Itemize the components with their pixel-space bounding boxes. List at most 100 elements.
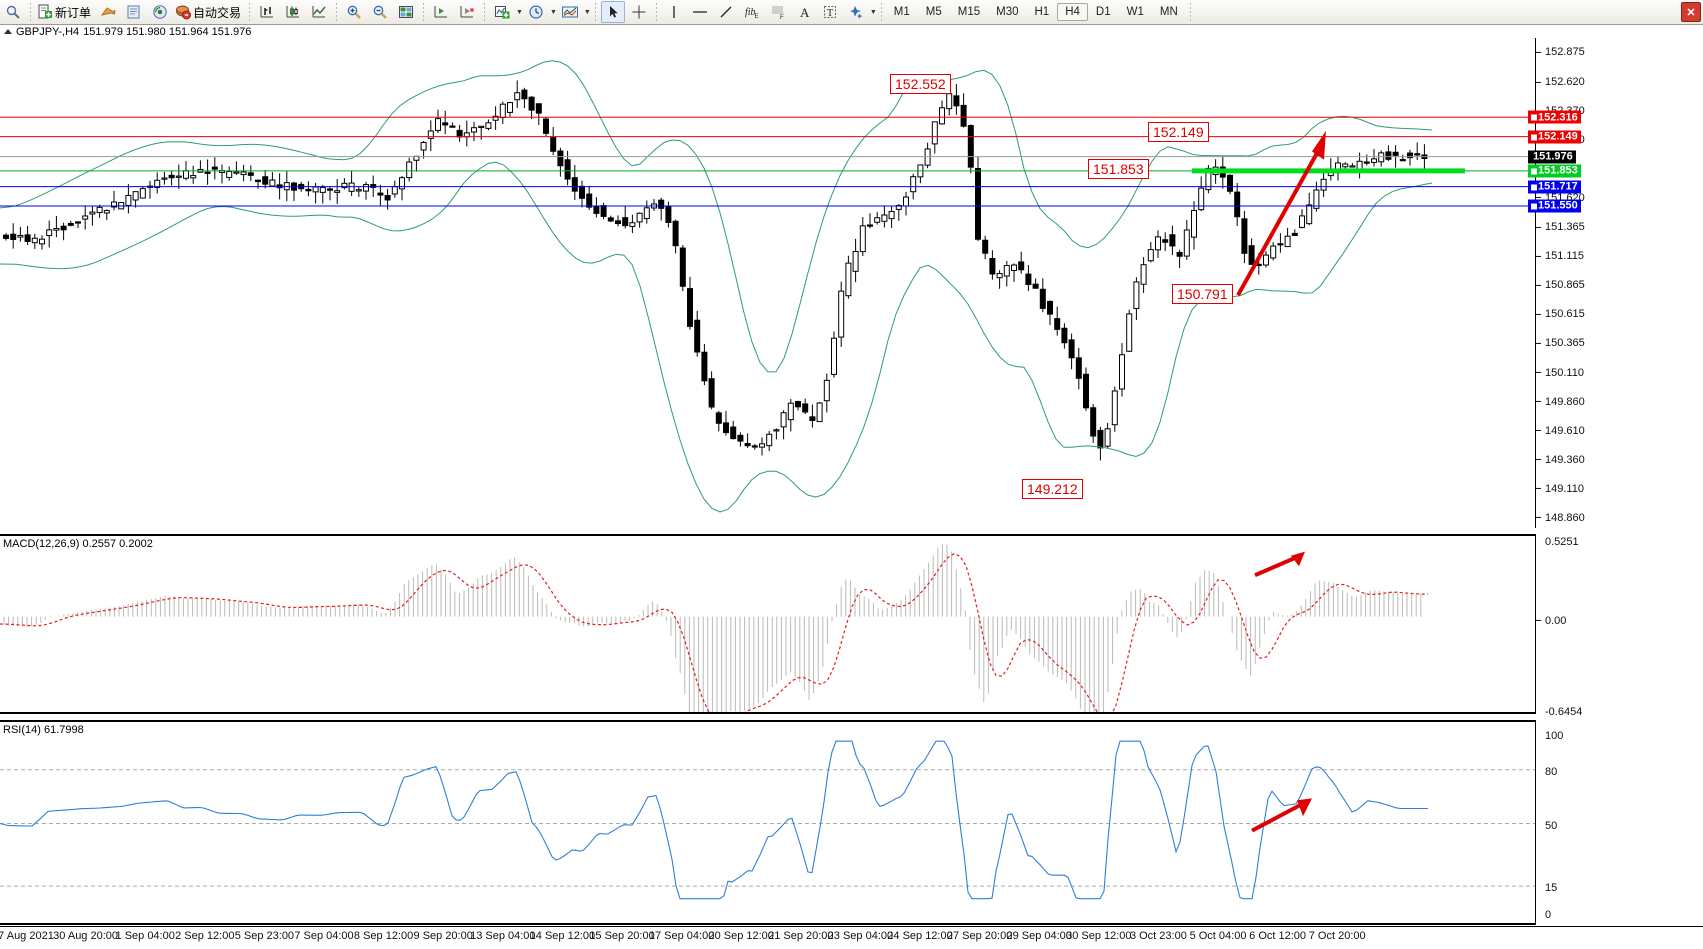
timeframe-m5[interactable]: M5 <box>925 6 942 18</box>
trendline-icon[interactable] <box>714 1 738 23</box>
text-label-icon[interactable]: T <box>818 1 842 23</box>
new-order-label: 新订单 <box>55 5 92 20</box>
price-tag[interactable]: 152.316 <box>1528 110 1581 124</box>
svg-text:T: T <box>827 8 833 19</box>
text-icon[interactable]: A <box>792 1 816 23</box>
time-label: 6 Oct 12:00 <box>1249 930 1307 942</box>
macd-tick: 0.5251 <box>1545 536 1579 549</box>
rsi-pane[interactable]: RSI(14) 61.7998 <box>0 720 1535 925</box>
price-tag[interactable]: 151.550 <box>1528 199 1581 213</box>
timeframe-group: M1 M5 M15 M30 H1 H4 D1 W1 MN <box>886 3 1186 21</box>
auto-trading-button[interactable]: 自动交易 <box>173 2 245 22</box>
time-label: 20 Sep 12:00 <box>708 930 774 942</box>
macd-pane[interactable]: MACD(12,26,9) 0.2557 0.2002 <box>0 534 1535 714</box>
bar-chart-icon[interactable] <box>96 1 120 23</box>
fibonacci-icon[interactable]: fib E <box>740 1 764 23</box>
chart-shift-icon[interactable] <box>429 1 453 23</box>
news-icon[interactable] <box>122 1 146 23</box>
crosshair-icon[interactable] <box>627 1 651 23</box>
chevron-down-icon[interactable]: ▼ <box>583 8 591 16</box>
new-order-button[interactable]: 新订单 <box>35 2 95 22</box>
price-tag[interactable]: 151.976 <box>1528 150 1576 164</box>
toolbar-separator <box>423 3 425 21</box>
price-annotation[interactable]: 149.212 <box>1022 479 1083 499</box>
time-label: 21 Sep 20:00 <box>768 930 834 942</box>
toolbar-separator <box>655 3 657 21</box>
price-tick: 152.875 <box>1536 46 1585 59</box>
rsi-canvas <box>0 740 1535 900</box>
chevron-down-icon[interactable]: ▼ <box>869 8 877 16</box>
cursor-icon[interactable] <box>600 1 625 23</box>
timeframe-d1[interactable]: D1 <box>1095 6 1111 18</box>
macd-canvas <box>0 544 1429 712</box>
price-tick: 150.365 <box>1536 337 1585 349</box>
timeframe-h4[interactable]: H4 <box>1057 3 1088 21</box>
time-label: 8 Sep 12:00 <box>353 930 414 942</box>
zoom-out-icon[interactable] <box>368 1 392 23</box>
time-label: 27 Sep 20:00 <box>946 930 1013 942</box>
macd-tick: -0.6454 <box>1545 706 1583 719</box>
time-axis[interactable]: 7 Aug 2021 30 Aug 20:00 1 Sep 04:00 2 Sep 1… <box>0 926 1703 949</box>
zoom-in-icon[interactable] <box>342 1 366 23</box>
channel-icon[interactable]: F <box>766 1 790 23</box>
symbol-bar: GBPJPY-,H4 151.979 151.980 151.964 151.9… <box>0 25 1703 38</box>
price-tag[interactable]: 151.717 <box>1528 180 1581 194</box>
price-tick: 149.860 <box>1536 396 1585 408</box>
data-window-icon[interactable] <box>394 1 418 23</box>
indicators-icon[interactable] <box>490 1 514 23</box>
bar-chart-type-icon[interactable] <box>255 1 279 23</box>
time-label: 30 Aug 20:00 <box>53 930 119 942</box>
periods-icon[interactable] <box>524 1 548 23</box>
candlestick-chart-icon[interactable] <box>281 1 305 23</box>
chevron-down-icon[interactable]: ▼ <box>549 8 557 16</box>
auto-scroll-icon[interactable] <box>455 1 479 23</box>
price-chart-pane[interactable] <box>0 38 1535 528</box>
time-label: 5 Sep 23:00 <box>234 930 295 942</box>
close-icon[interactable]: ✕ <box>1681 2 1701 22</box>
rsi-tick: 50 <box>1545 819 1558 832</box>
main-toolbar: 新订单 自动交易 <box>0 0 1703 25</box>
time-label: 15 Sep 20:00 <box>589 930 655 942</box>
toolbar-separator <box>336 3 338 21</box>
horizontal-line-icon[interactable] <box>688 1 712 23</box>
price-tag[interactable]: 151.853 <box>1528 164 1581 178</box>
timeframe-m1[interactable]: M1 <box>893 6 910 18</box>
rsi-tick: 100 <box>1545 730 1564 743</box>
collapse-triangle-icon[interactable] <box>4 29 12 34</box>
price-annotation[interactable]: 150.791 <box>1172 284 1233 304</box>
timeframe-h1[interactable]: H1 <box>1034 6 1050 18</box>
time-label: 30 Sep 12:00 <box>1066 930 1132 942</box>
timeframe-mn[interactable]: MN <box>1159 6 1178 18</box>
magnifier-icon[interactable] <box>1 1 25 23</box>
time-label: 23 Sep 04:00 <box>827 930 894 942</box>
timeframe-w1[interactable]: W1 <box>1126 6 1144 18</box>
timeframe-m15[interactable]: M15 <box>957 6 981 18</box>
timeframe-m30[interactable]: M30 <box>996 6 1019 18</box>
time-label: 17 Sep 04:00 <box>648 930 715 942</box>
templates-icon[interactable] <box>558 1 582 23</box>
toolbar-separator <box>1189 3 1191 21</box>
price-annotation[interactable]: 152.552 <box>890 74 951 94</box>
toolbar-separator <box>880 3 882 21</box>
signals-icon[interactable] <box>148 1 172 23</box>
price-annotation[interactable]: 152.149 <box>1148 122 1209 142</box>
svg-text:fib: fib <box>745 7 756 18</box>
shapes-icon[interactable] <box>844 1 868 23</box>
chart-ohlc-values: 151.979 151.980 151.964 151.976 <box>83 25 252 38</box>
time-label: 2 Sep 12:00 <box>175 930 235 942</box>
vertical-line-icon[interactable] <box>662 1 686 23</box>
line-chart-icon[interactable] <box>307 1 331 23</box>
price-axis[interactable]: 152.875152.620152.370152.120151.620151.3… <box>1535 38 1703 528</box>
time-label: 1 Sep 04:00 <box>115 930 175 942</box>
price-tick: 150.110 <box>1536 367 1584 379</box>
time-label: 7 Aug 2021 <box>0 930 54 942</box>
price-tick: 149.110 <box>1536 483 1584 495</box>
price-annotation[interactable]: 151.853 <box>1088 159 1149 179</box>
time-label: 7 Sep 04:00 <box>294 930 354 942</box>
auto-trading-label: 自动交易 <box>193 5 242 20</box>
chevron-down-icon[interactable]: ▼ <box>516 8 523 16</box>
macd-label: MACD(12,26,9) 0.2557 0.2002 <box>3 538 153 550</box>
price-tag[interactable]: 152.149 <box>1528 130 1581 144</box>
time-label: 5 Oct 04:00 <box>1189 930 1247 942</box>
